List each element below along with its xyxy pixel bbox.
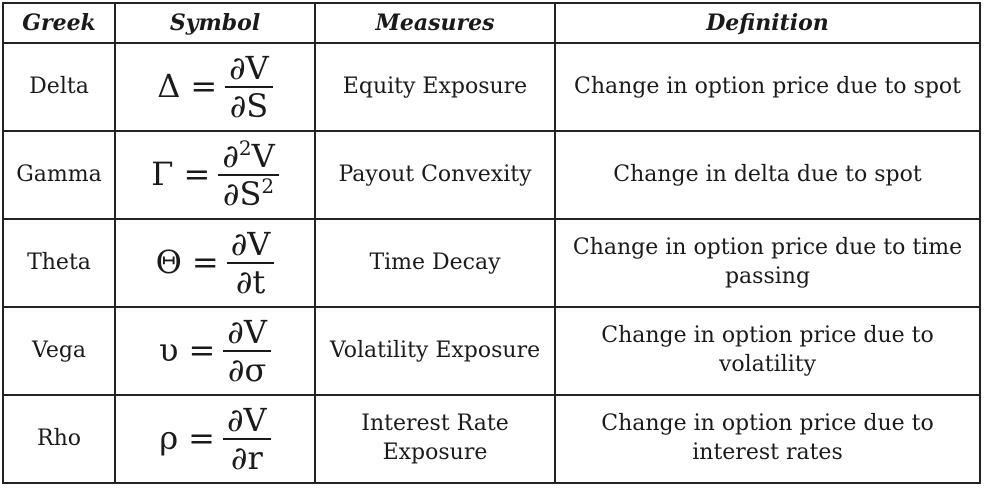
table-row-theta: Theta Θ = ∂V ∂t Time Decay Change in opt… xyxy=(2,218,981,308)
numerator-exponent: 2 xyxy=(238,136,252,160)
formula-denominator: ∂σ xyxy=(227,351,267,389)
greek-name: Theta xyxy=(2,218,116,308)
formula-denominator: ∂r xyxy=(230,439,263,477)
greek-name: Gamma xyxy=(2,130,116,220)
greek-name: Rho xyxy=(2,394,116,484)
formula-numerator: ∂V xyxy=(223,316,271,352)
formula-denominator: ∂t xyxy=(235,263,266,301)
symbol-formula: Γ = ∂2V ∂S2 xyxy=(114,130,316,220)
denominator-variable: ∂S xyxy=(222,175,262,213)
formula-lhs: Γ xyxy=(151,155,174,194)
formula-fraction: ∂V ∂σ xyxy=(223,316,271,386)
measures-cell: Interest Rate Exposure xyxy=(314,394,556,484)
formula-numerator: ∂2V xyxy=(218,137,279,176)
formula-fraction: ∂V ∂r xyxy=(222,404,271,477)
formula-numerator: ∂V xyxy=(226,228,275,264)
table-row-rho: Rho ρ = ∂V ∂r Interest Rate Exposure Cha… xyxy=(2,394,981,484)
formula-equals: = xyxy=(190,67,218,106)
table-row-gamma: Gamma Γ = ∂2V ∂S2 Payout Convexity Chang… xyxy=(2,130,981,220)
definition-cell: Change in option price due to interest r… xyxy=(554,394,981,484)
formula: Δ = ∂V ∂S xyxy=(157,52,273,122)
symbol-formula: υ = ∂V ∂σ xyxy=(114,306,316,396)
formula-lhs: Δ xyxy=(157,67,181,106)
formula-numerator: ∂V xyxy=(222,404,271,440)
measures-cell: Volatility Exposure xyxy=(314,306,556,396)
formula-lhs: ρ xyxy=(159,419,179,458)
definition-cell: Change in delta due to spot xyxy=(554,130,981,220)
header-greek: Greek xyxy=(2,2,116,44)
table-row-delta: Delta Δ = ∂V ∂S Equity Exposure Change i… xyxy=(2,42,981,132)
definition-cell: Change in option price due to volatility xyxy=(554,306,981,396)
formula-equals: = xyxy=(183,155,211,194)
symbol-formula: ρ = ∂V ∂r xyxy=(114,394,316,484)
formula-lhs: Θ xyxy=(155,243,182,282)
formula-fraction: ∂V ∂S xyxy=(225,52,273,122)
formula: Γ = ∂2V ∂S2 xyxy=(151,137,279,210)
numerator-variable: V xyxy=(251,137,275,175)
formula-numerator: ∂V xyxy=(225,52,273,88)
greek-name: Vega xyxy=(2,306,116,396)
formula-fraction: ∂V ∂t xyxy=(226,228,275,301)
header-symbol: Symbol xyxy=(114,2,316,44)
header-row: Greek Symbol Measures Definition xyxy=(2,2,981,44)
definition-cell: Change in option price due to time passi… xyxy=(554,218,981,308)
formula-equals: = xyxy=(191,243,219,282)
numerator-partial: ∂ xyxy=(222,137,239,175)
greek-name: Delta xyxy=(2,42,116,132)
denominator-exponent: 2 xyxy=(261,174,275,198)
measures-cell: Time Decay xyxy=(314,218,556,308)
formula: Θ = ∂V ∂t xyxy=(156,228,275,298)
symbol-formula: Θ = ∂V ∂t xyxy=(114,218,316,308)
measures-cell: Payout Convexity xyxy=(314,130,556,220)
symbol-formula: Δ = ∂V ∂S xyxy=(114,42,316,132)
formula-fraction: ∂2V ∂S2 xyxy=(218,137,279,210)
header-measures: Measures xyxy=(314,2,556,44)
formula-lhs: υ xyxy=(159,331,179,370)
formula-denominator: ∂S xyxy=(229,87,269,125)
definition-cell: Change in option price due to spot xyxy=(554,42,981,132)
formula: ρ = ∂V ∂r xyxy=(159,404,271,477)
measures-cell: Equity Exposure xyxy=(314,42,556,132)
formula: υ = ∂V ∂σ xyxy=(159,316,271,386)
header-definition: Definition xyxy=(554,2,981,44)
formula-equals: = xyxy=(188,419,215,458)
formula-denominator: ∂S2 xyxy=(219,176,278,210)
formula-equals: = xyxy=(188,331,216,370)
table-row-vega: Vega υ = ∂V ∂σ Volatility Exposure Chang… xyxy=(2,306,981,396)
